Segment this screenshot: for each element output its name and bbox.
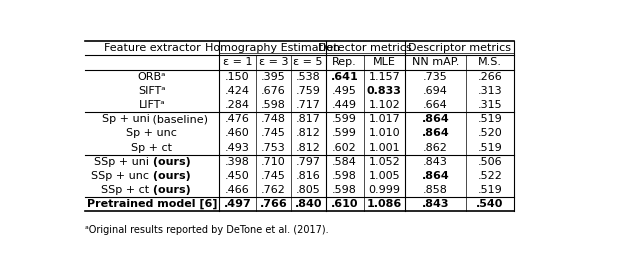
Text: ᵃOriginal results reported by DeTone et al. (2017).: ᵃOriginal results reported by DeTone et … (85, 225, 328, 235)
Text: LIFTᵃ: LIFTᵃ (138, 100, 165, 110)
Text: .840: .840 (294, 199, 322, 209)
Text: .812: .812 (296, 143, 321, 153)
Text: Pretrained model [6]: Pretrained model [6] (86, 199, 217, 209)
Text: Rep.: Rep. (332, 57, 357, 67)
Text: .717: .717 (296, 100, 321, 110)
Text: .694: .694 (423, 86, 448, 96)
Text: 1.001: 1.001 (369, 143, 400, 153)
Text: .424: .424 (225, 86, 250, 96)
Text: .748: .748 (261, 114, 286, 124)
Text: .284: .284 (225, 100, 250, 110)
Text: M.S.: M.S. (478, 57, 502, 67)
Text: (baseline): (baseline) (150, 114, 209, 124)
Text: .398: .398 (225, 157, 250, 167)
Text: (ours): (ours) (150, 157, 191, 167)
Text: Descriptor metrics: Descriptor metrics (408, 43, 511, 53)
Text: .313: .313 (477, 86, 502, 96)
Text: .460: .460 (225, 128, 250, 138)
Text: 0.833: 0.833 (367, 86, 402, 96)
Text: Sp + uni: Sp + uni (102, 114, 150, 124)
Text: .519: .519 (477, 114, 502, 124)
Text: .858: .858 (423, 185, 448, 195)
Text: .797: .797 (296, 157, 321, 167)
Text: .506: .506 (477, 157, 502, 167)
Text: .676: .676 (261, 86, 286, 96)
Text: (ours): (ours) (150, 185, 191, 195)
Text: .759: .759 (296, 86, 321, 96)
Text: .598: .598 (332, 171, 357, 181)
Text: .450: .450 (225, 171, 250, 181)
Text: .745: .745 (261, 128, 286, 138)
Text: .599: .599 (332, 128, 357, 138)
Text: .476: .476 (225, 114, 250, 124)
Text: .843: .843 (422, 199, 449, 209)
Text: .150: .150 (225, 72, 250, 82)
Text: .864: .864 (422, 171, 449, 181)
Text: .843: .843 (423, 157, 448, 167)
Text: 1.102: 1.102 (369, 100, 400, 110)
Text: .602: .602 (332, 143, 357, 153)
Text: 0.999: 0.999 (368, 185, 400, 195)
Text: .864: .864 (422, 128, 449, 138)
Text: .395: .395 (261, 72, 286, 82)
Text: .610: .610 (331, 199, 358, 209)
Text: MLE: MLE (373, 57, 396, 67)
Text: SSp + ct: SSp + ct (101, 185, 150, 195)
Text: .817: .817 (296, 114, 321, 124)
Text: NN mAP.: NN mAP. (412, 57, 459, 67)
Text: .266: .266 (477, 72, 502, 82)
Text: SSp + uni: SSp + uni (95, 157, 150, 167)
Text: .664: .664 (423, 100, 448, 110)
Text: .710: .710 (261, 157, 286, 167)
Text: .816: .816 (296, 171, 321, 181)
Text: .519: .519 (477, 143, 502, 153)
Text: .735: .735 (423, 72, 448, 82)
Text: .745: .745 (261, 171, 286, 181)
Text: .538: .538 (296, 72, 321, 82)
Text: .493: .493 (225, 143, 250, 153)
Text: ε = 5: ε = 5 (293, 57, 323, 67)
Text: ε = 3: ε = 3 (259, 57, 288, 67)
Text: .540: .540 (476, 199, 504, 209)
Text: .519: .519 (477, 185, 502, 195)
Text: Homography Estimation: Homography Estimation (205, 43, 340, 53)
Text: ORBᵃ: ORBᵃ (138, 72, 166, 82)
Text: 1.052: 1.052 (369, 157, 400, 167)
Text: .495: .495 (332, 86, 357, 96)
Text: (ours): (ours) (150, 171, 191, 181)
Text: .598: .598 (332, 185, 357, 195)
Text: .520: .520 (477, 128, 502, 138)
Text: ε = 1: ε = 1 (223, 57, 252, 67)
Text: .805: .805 (296, 185, 321, 195)
Text: Sp + unc: Sp + unc (127, 128, 177, 138)
Text: SIFTᵃ: SIFTᵃ (138, 86, 166, 96)
Text: 1.010: 1.010 (369, 128, 400, 138)
Text: .449: .449 (332, 100, 357, 110)
Text: .862: .862 (423, 143, 448, 153)
Text: 1.086: 1.086 (367, 199, 402, 209)
Text: .641: .641 (331, 72, 358, 82)
Text: .762: .762 (261, 185, 286, 195)
Text: 1.157: 1.157 (369, 72, 400, 82)
Text: .864: .864 (422, 114, 449, 124)
Text: .315: .315 (477, 100, 502, 110)
Text: .753: .753 (261, 143, 286, 153)
Text: SSp + unc: SSp + unc (92, 171, 150, 181)
Text: .598: .598 (261, 100, 286, 110)
Text: .584: .584 (332, 157, 357, 167)
Text: Detector metrics: Detector metrics (318, 43, 412, 53)
Text: .766: .766 (260, 199, 287, 209)
Text: Sp + ct: Sp + ct (131, 143, 172, 153)
Text: .497: .497 (223, 199, 252, 209)
Text: 1.017: 1.017 (369, 114, 400, 124)
Text: .599: .599 (332, 114, 357, 124)
Text: .812: .812 (296, 128, 321, 138)
Text: 1.005: 1.005 (369, 171, 400, 181)
Text: .466: .466 (225, 185, 250, 195)
Text: .522: .522 (477, 171, 502, 181)
Text: Feature extractor: Feature extractor (104, 43, 200, 53)
